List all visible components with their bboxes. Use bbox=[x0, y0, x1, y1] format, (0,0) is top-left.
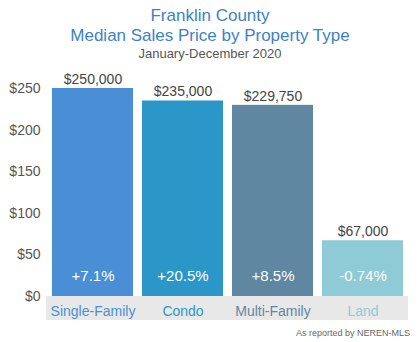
svg-text:$235,000: $235,000 bbox=[154, 83, 213, 99]
svg-text:+7.1%: +7.1% bbox=[72, 267, 115, 284]
svg-text:Multi-Family: Multi-Family bbox=[235, 303, 310, 319]
html-text:As reported by NEREN-MLS: As reported by NEREN-MLS bbox=[296, 328, 410, 338]
svg-text:Condo: Condo bbox=[162, 303, 203, 319]
svg-text:$50: $50 bbox=[17, 246, 41, 262]
svg-text:+8.5%: +8.5% bbox=[252, 267, 295, 284]
svg-text:$250: $250 bbox=[9, 80, 40, 96]
svg-text:$250,000: $250,000 bbox=[64, 71, 123, 87]
html-text:Median Sales Price by Property: Median Sales Price by Property Type bbox=[70, 26, 350, 45]
svg-text:$100: $100 bbox=[9, 205, 40, 221]
svg-text:+20.5%: +20.5% bbox=[157, 267, 208, 284]
svg-text:$67,000: $67,000 bbox=[338, 223, 389, 239]
svg-text:-0.74%: -0.74% bbox=[339, 267, 387, 284]
html-text:Franklin County: Franklin County bbox=[150, 6, 270, 25]
svg-text:Land: Land bbox=[347, 303, 378, 319]
svg-text:$229,750: $229,750 bbox=[244, 88, 303, 104]
svg-text:$0: $0 bbox=[25, 288, 41, 304]
svg-text:Single-Family: Single-Family bbox=[51, 303, 136, 319]
svg-text:$150: $150 bbox=[9, 163, 40, 179]
html-text:January-December 2020: January-December 2020 bbox=[138, 46, 282, 61]
svg-text:$200: $200 bbox=[9, 122, 40, 138]
